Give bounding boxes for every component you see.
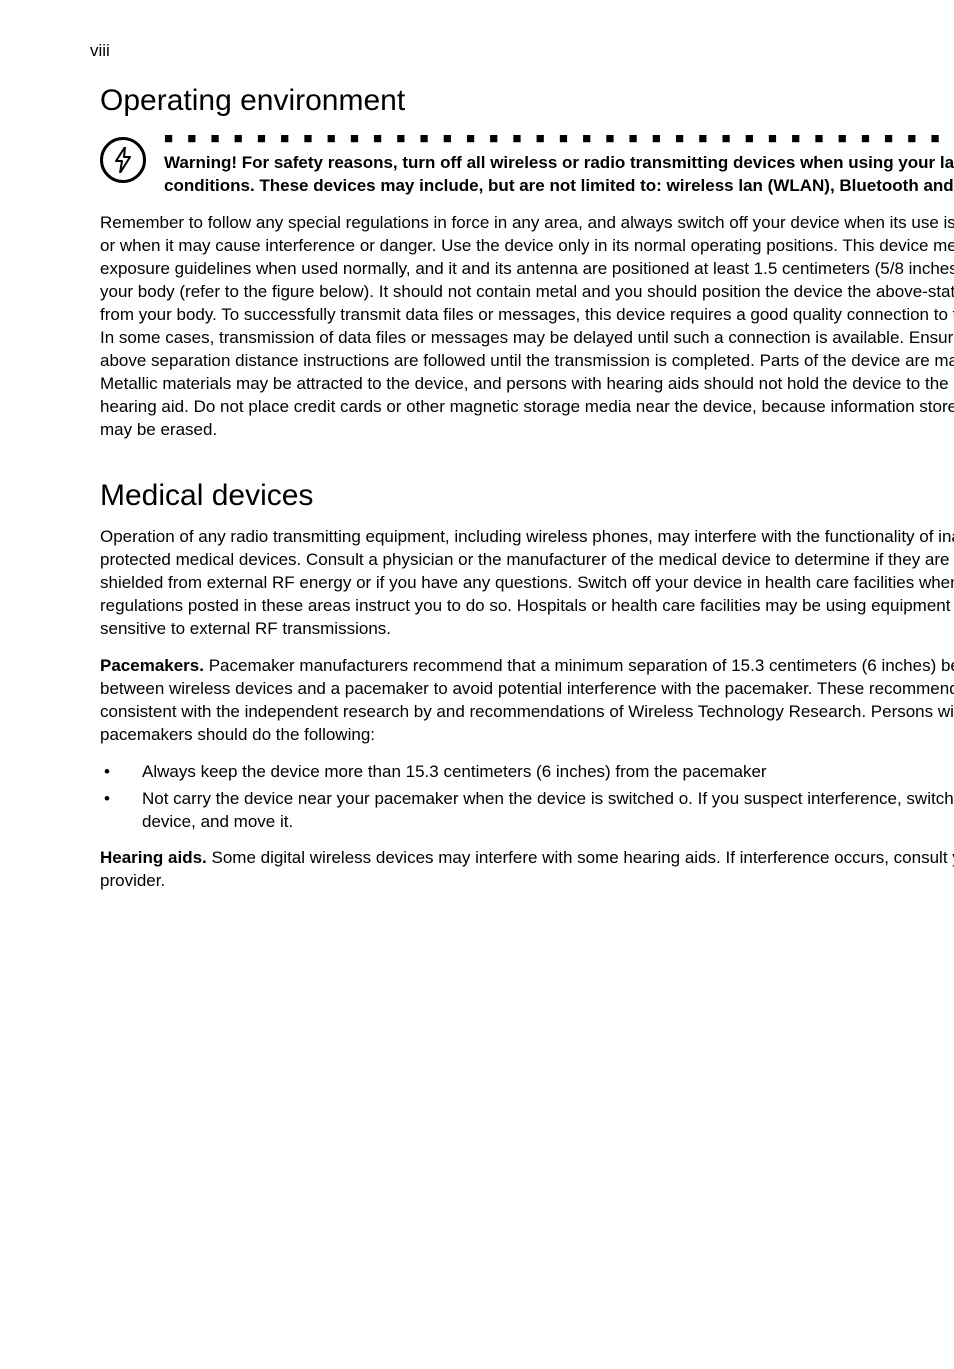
warning-text: Warning! For safety reasons, turn off al… — [164, 152, 954, 198]
hearing-aids-rest: Some digital wireless devices may interf… — [100, 848, 954, 890]
hearing-aids-paragraph: Hearing aids. Some digital wireless devi… — [100, 847, 954, 893]
hearing-aids-lead: Hearing aids. — [100, 848, 207, 867]
operating-environment-body: Remember to follow any special regulatio… — [100, 212, 954, 441]
heading-medical-devices: Medical devices — [100, 476, 954, 517]
medical-devices-p1: Operation of any radio transmitting equi… — [100, 526, 954, 641]
list-item: Not carry the device near your pacemaker… — [100, 788, 954, 834]
list-item: Always keep the device more than 15.3 ce… — [100, 761, 954, 784]
heading-operating-environment: Operating environment — [100, 81, 954, 122]
pacemakers-paragraph: Pacemakers. Pacemaker manufacturers reco… — [100, 655, 954, 747]
separator-dots: ■ ■ ■ ■ ■ ■ ■ ■ ■ ■ ■ ■ ■ ■ ■ ■ ■ ■ ■ ■ … — [164, 131, 954, 146]
page-number: viii — [90, 40, 954, 63]
lightning-icon — [100, 137, 146, 183]
pacemakers-lead: Pacemakers. — [100, 656, 204, 675]
warning-block: ■ ■ ■ ■ ■ ■ ■ ■ ■ ■ ■ ■ ■ ■ ■ ■ ■ ■ ■ ■ … — [100, 131, 954, 198]
warning-body: ■ ■ ■ ■ ■ ■ ■ ■ ■ ■ ■ ■ ■ ■ ■ ■ ■ ■ ■ ■ … — [164, 131, 954, 198]
pacemaker-bullet-list: Always keep the device more than 15.3 ce… — [100, 761, 954, 834]
pacemakers-rest: Pacemaker manufacturers recommend that a… — [100, 656, 954, 744]
